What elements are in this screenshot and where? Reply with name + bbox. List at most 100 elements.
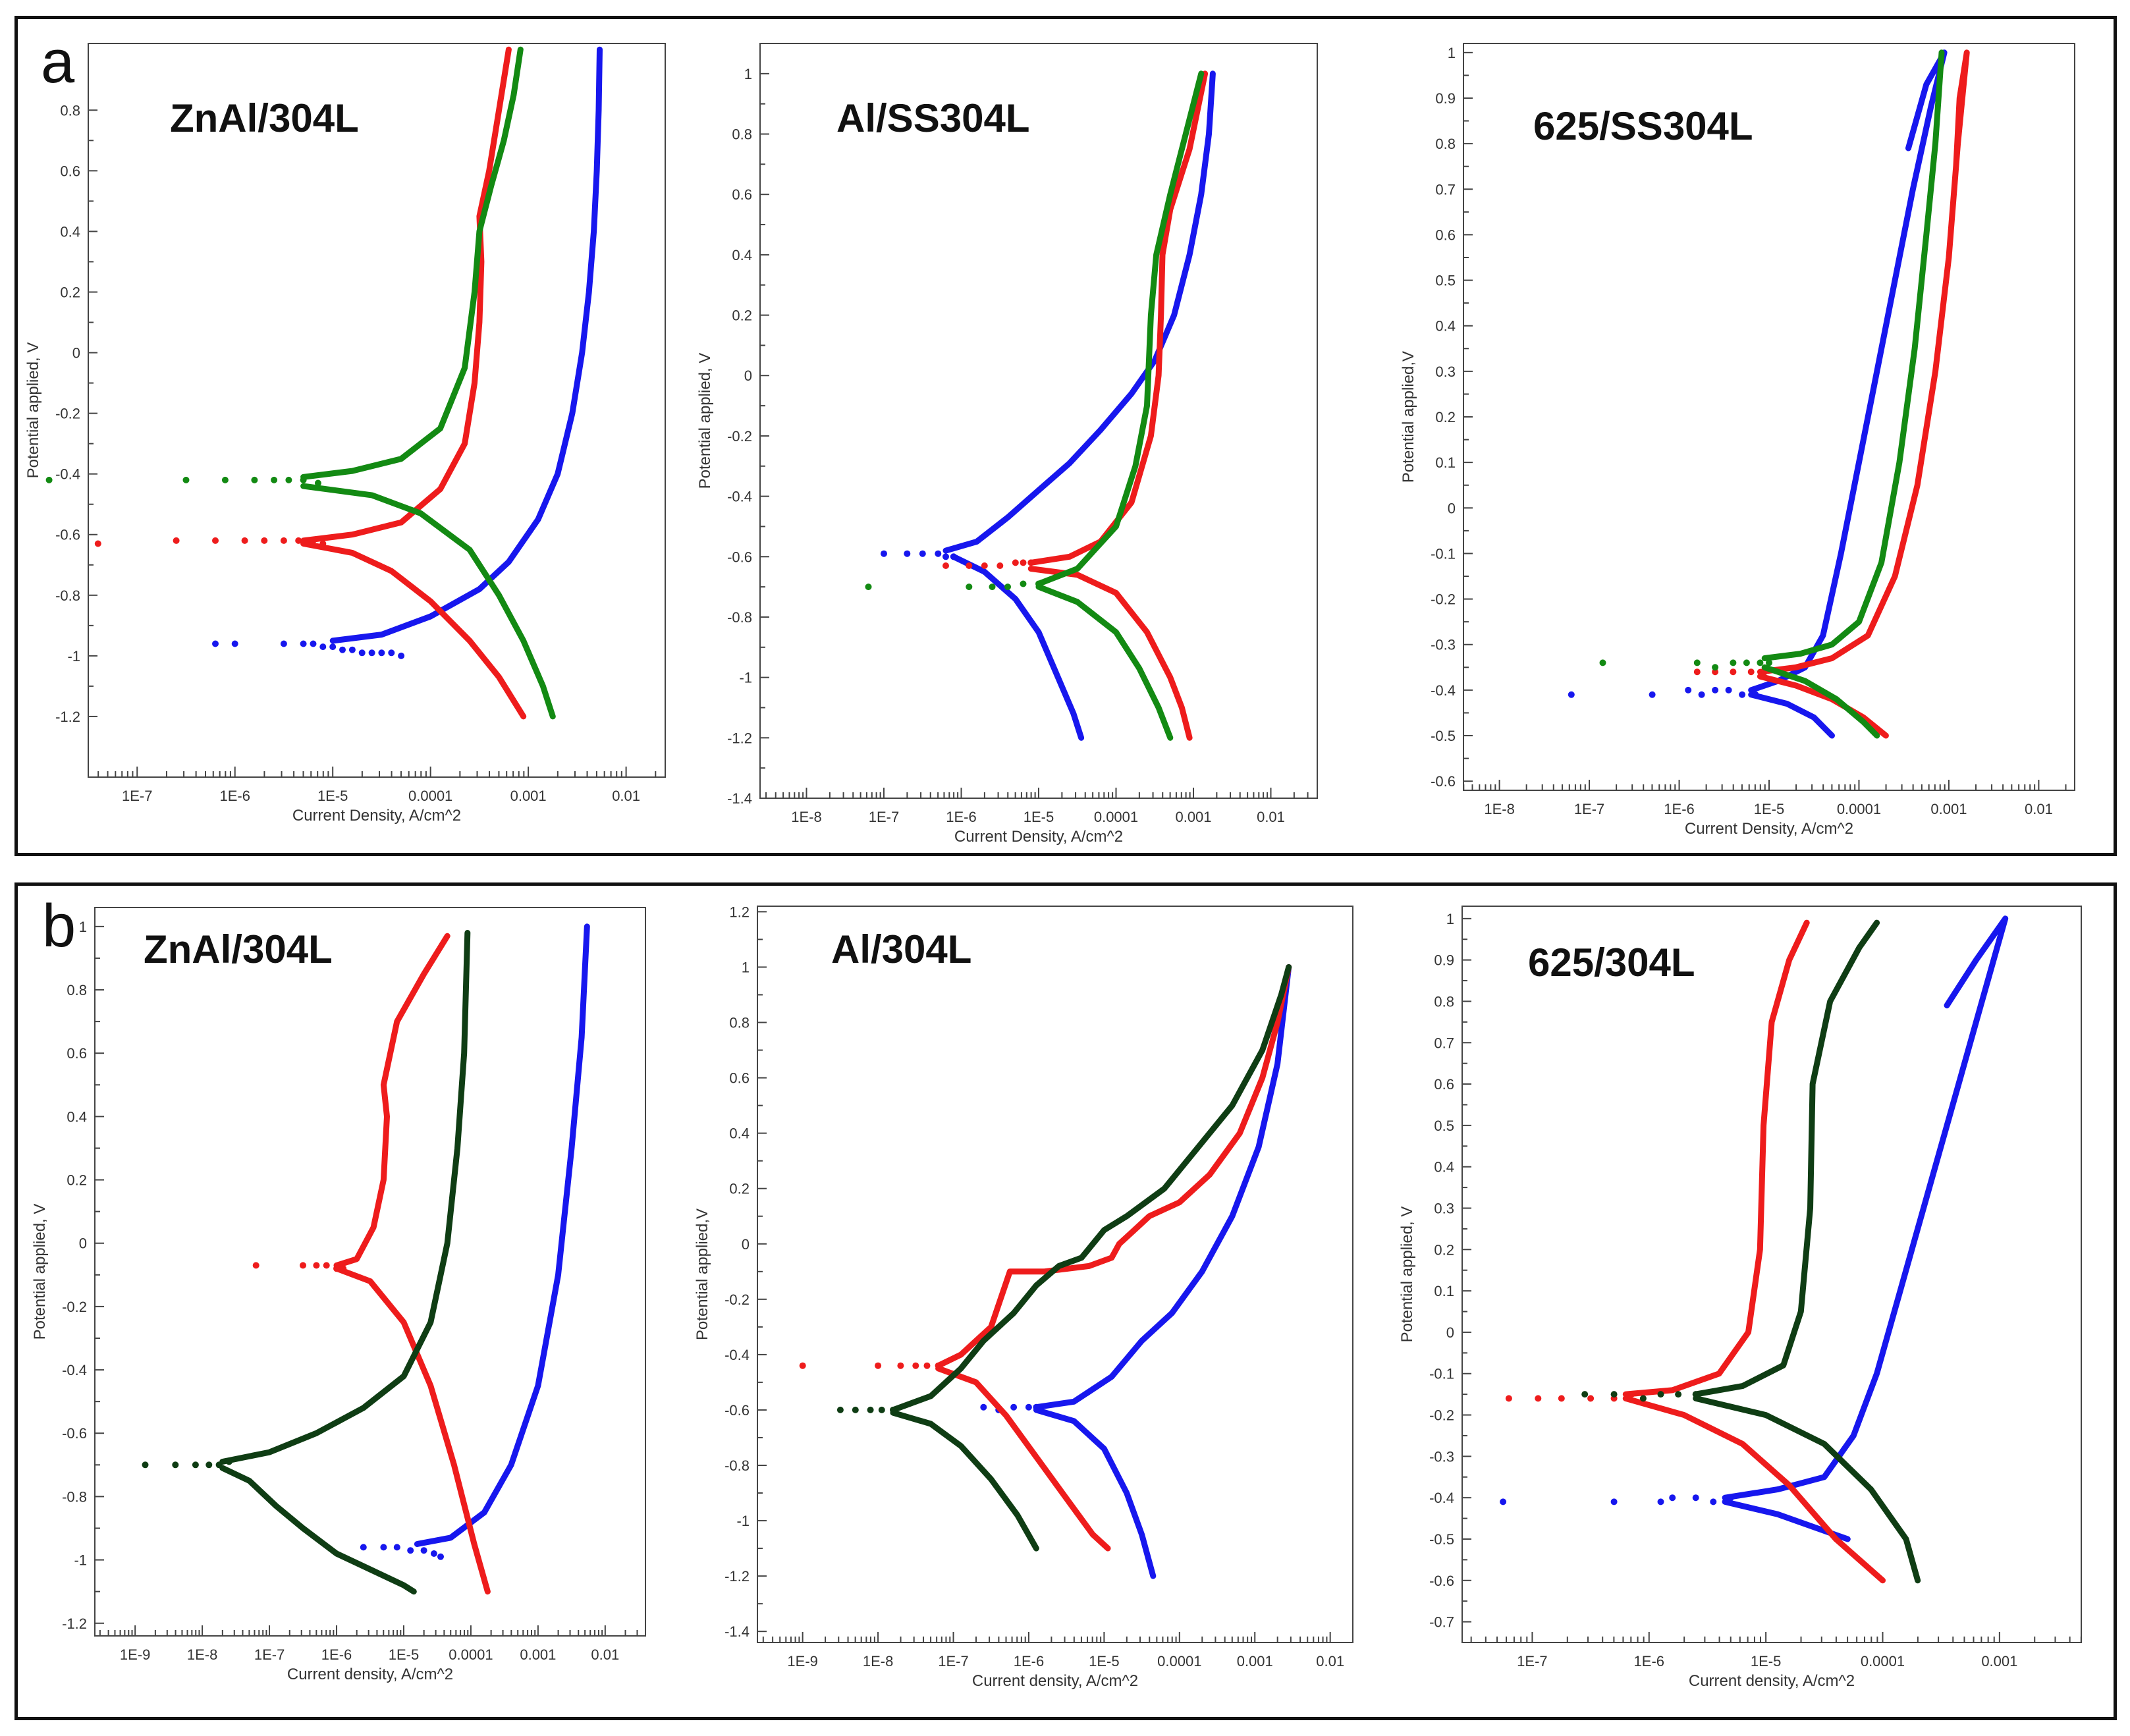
series-red-point: [1505, 1395, 1512, 1402]
y-tick-label: 1: [1446, 911, 1454, 927]
x-axis-label: Current Density, A/cm^2: [1685, 820, 1853, 838]
series-green-point: [142, 1461, 149, 1469]
series-blue-point: [388, 649, 395, 657]
series-green-anodic-branch: [1035, 70, 1205, 587]
series-red-point: [1027, 559, 1035, 566]
y-tick-label: 1.2: [729, 904, 750, 920]
plot-area: [1461, 906, 2082, 1643]
y-tick-label: 0: [742, 1236, 750, 1253]
y-tick-label: -1: [736, 1513, 750, 1529]
series-red-point: [923, 1362, 931, 1369]
series-blue-point: [1657, 1498, 1664, 1505]
series-red-point: [173, 537, 180, 544]
x-tick-label: 1E-8: [863, 1653, 893, 1669]
series-green: [836, 964, 1292, 1552]
series-green-point: [225, 1458, 232, 1465]
chart-a-znal-304l-title: ZnAl/304L: [170, 96, 359, 140]
y-tick-label: 0: [744, 367, 752, 384]
y-tick-label: -1.2: [727, 730, 752, 746]
y-tick-label: -0.6: [1429, 1573, 1454, 1589]
series-red-cathodic-branch: [333, 1265, 491, 1595]
x-tick-label: 1E-5: [389, 1646, 419, 1663]
series-green-point: [836, 1406, 844, 1413]
series-red-anodic-branch: [1622, 919, 1810, 1397]
x-tick-label: 1E-7: [1517, 1653, 1547, 1669]
y-tick-label: 0.5: [1435, 273, 1456, 289]
y-tick-label: -1.2: [55, 709, 80, 725]
series-green-point: [314, 479, 321, 487]
chart-b-znal-304l-title: ZnAl/304L: [144, 927, 333, 971]
series-red-point: [295, 537, 302, 544]
series-blue-point: [348, 646, 356, 653]
y-tick-label: -0.4: [62, 1362, 87, 1378]
series-red-point: [94, 540, 101, 547]
x-tick-label: 1E-8: [1484, 801, 1514, 817]
series-red-point: [799, 1362, 806, 1369]
y-tick-label: -0.8: [724, 1457, 750, 1474]
x-tick-label: 0.001: [520, 1646, 556, 1663]
series-green-point: [966, 583, 973, 591]
x-axis-label: Current Density, A/cm^2: [954, 828, 1123, 846]
series-green-cathodic-branch: [300, 483, 556, 720]
series-green: [1599, 49, 1945, 739]
y-tick-label: 0.4: [729, 1126, 750, 1142]
x-tick-label: 1E-5: [1089, 1653, 1119, 1669]
y-tick-label: -0.2: [727, 428, 752, 445]
series-green-point: [192, 1461, 199, 1469]
series-blue-point: [310, 640, 317, 647]
x-axis-label: Current density, A/cm^2: [972, 1672, 1138, 1690]
series-red-point: [313, 1262, 320, 1269]
series-blue-point: [1692, 1494, 1699, 1502]
x-tick-label: 0.01: [1257, 809, 1285, 825]
series-green-point: [1693, 659, 1701, 666]
series-green-point: [878, 1406, 885, 1413]
series-blue-point: [339, 646, 346, 653]
series-red-cathodic-branch: [1027, 566, 1193, 741]
series-blue-point: [1710, 1498, 1717, 1505]
x-tick-label: 1E-5: [317, 788, 348, 804]
y-tick-label: 0.2: [732, 308, 752, 324]
series-green-cathodic-branch: [1035, 583, 1174, 741]
series-red-point: [241, 537, 248, 544]
series-green-point: [1599, 659, 1606, 666]
series-red-point: [981, 562, 988, 569]
x-tick-label: 0.0001: [1861, 1653, 1905, 1669]
y-tick-label: 0.8: [1434, 993, 1454, 1010]
y-tick-label: 0.2: [1435, 409, 1456, 425]
series-green-point: [1692, 1391, 1699, 1398]
series-red-point: [1693, 668, 1701, 676]
y-tick-label: 0.8: [60, 102, 80, 119]
x-tick-label: 1E-5: [1751, 1653, 1781, 1669]
panel-b-frame: [14, 882, 2117, 1720]
series-red-point: [333, 1265, 340, 1272]
series-red-point: [1020, 559, 1027, 566]
panel-a-label: a: [41, 28, 75, 95]
x-tick-label: 1E-7: [869, 809, 899, 825]
series-green-cathodic-branch: [1693, 1395, 1921, 1584]
series-red-point: [966, 562, 973, 569]
series-red: [1505, 919, 1886, 1584]
y-tick-label: -0.6: [1431, 773, 1456, 790]
series-green: [865, 70, 1205, 741]
x-axis-label: Current Density, A/cm^2: [292, 807, 461, 825]
chart-b-625-304l-title: 625/304L: [1528, 940, 1695, 985]
series-green-anodic-branch: [1693, 919, 1880, 1397]
series-green-point: [1020, 580, 1027, 587]
series-red-cathodic-branch: [935, 1365, 1111, 1552]
y-tick-label: 0: [79, 1235, 87, 1252]
series-blue-point: [212, 640, 219, 647]
plot-area: [757, 906, 1353, 1643]
series-green-point: [1743, 659, 1750, 666]
y-tick-label: 0.9: [1435, 90, 1456, 107]
y-tick-label: 0.2: [729, 1181, 750, 1197]
series-green-cathodic-branch: [219, 1465, 417, 1595]
series-green-point: [1581, 1391, 1589, 1398]
y-tick-label: 1: [744, 66, 752, 82]
y-tick-label: 0.1: [1434, 1283, 1454, 1299]
series-green-point: [182, 476, 190, 483]
series-red-point: [300, 1262, 306, 1269]
x-tick-label: 1E-6: [321, 1646, 352, 1663]
x-tick-label: 1E-7: [122, 788, 152, 804]
